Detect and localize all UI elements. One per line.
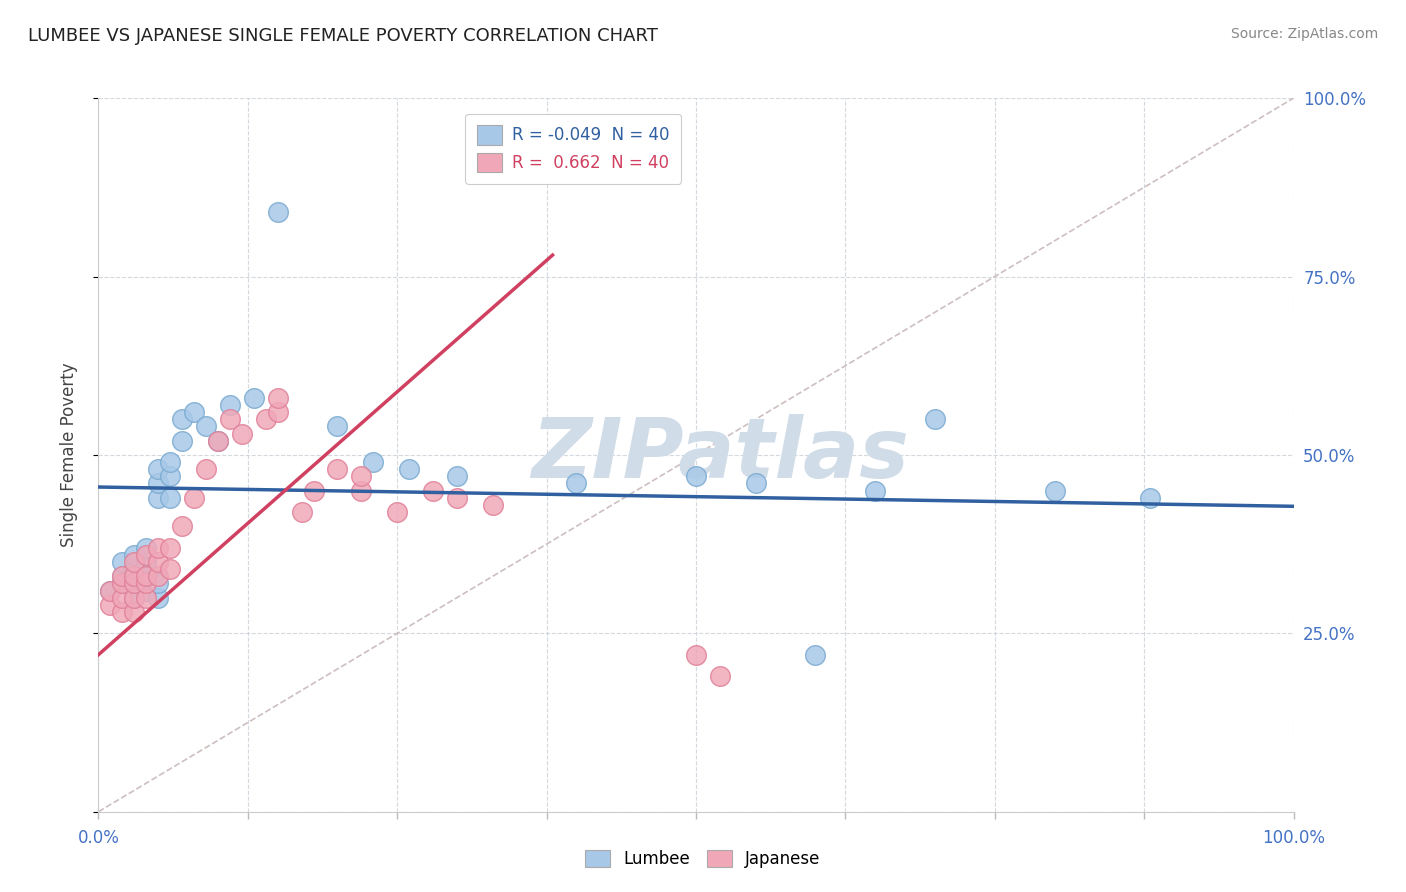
Point — [267, 205, 290, 219]
Point — [111, 569, 134, 583]
Point — [148, 576, 170, 591]
Point — [183, 405, 205, 419]
Point — [326, 419, 349, 434]
Point — [159, 491, 181, 505]
Point — [231, 426, 253, 441]
Point — [207, 434, 229, 448]
Point — [804, 648, 827, 662]
Point — [111, 605, 134, 619]
Point — [183, 491, 205, 505]
Point — [159, 469, 181, 483]
Point — [124, 576, 146, 591]
Legend: R = -0.049  N = 40, R =  0.662  N = 40: R = -0.049 N = 40, R = 0.662 N = 40 — [465, 113, 681, 184]
Text: ZIPatlas: ZIPatlas — [531, 415, 908, 495]
Point — [159, 541, 181, 555]
Point — [254, 412, 277, 426]
Point — [148, 476, 170, 491]
Point — [98, 598, 122, 612]
Point — [135, 569, 157, 583]
Point — [685, 648, 707, 662]
Point — [685, 469, 707, 483]
Point — [565, 476, 588, 491]
Point — [207, 434, 229, 448]
Point — [1043, 483, 1066, 498]
Point — [98, 583, 122, 598]
Point — [148, 591, 170, 605]
Point — [398, 462, 420, 476]
Point — [446, 491, 468, 505]
Point — [124, 576, 146, 591]
Point — [924, 412, 946, 426]
Point — [111, 555, 134, 569]
Point — [135, 555, 157, 569]
Point — [219, 398, 242, 412]
Point — [135, 569, 157, 583]
Point — [291, 505, 314, 519]
Point — [267, 405, 290, 419]
Point — [194, 419, 218, 434]
Y-axis label: Single Female Poverty: Single Female Poverty — [59, 363, 77, 547]
Point — [326, 462, 349, 476]
Text: 0.0%: 0.0% — [77, 829, 120, 847]
Point — [111, 569, 134, 583]
Text: Source: ZipAtlas.com: Source: ZipAtlas.com — [1230, 27, 1378, 41]
Point — [385, 505, 409, 519]
Legend: Lumbee, Japanese: Lumbee, Japanese — [579, 843, 827, 875]
Point — [148, 462, 170, 476]
Point — [148, 491, 170, 505]
Point — [124, 605, 146, 619]
Point — [124, 591, 146, 605]
Point — [148, 569, 170, 583]
Point — [172, 412, 194, 426]
Point — [863, 483, 887, 498]
Point — [135, 591, 157, 605]
Point — [172, 434, 194, 448]
Point — [350, 469, 373, 483]
Point — [1139, 491, 1161, 505]
Point — [172, 519, 194, 533]
Point — [111, 576, 134, 591]
Point — [124, 591, 146, 605]
Point — [302, 483, 325, 498]
Point — [446, 469, 468, 483]
Point — [124, 555, 146, 569]
Point — [148, 555, 170, 569]
Text: LUMBEE VS JAPANESE SINGLE FEMALE POVERTY CORRELATION CHART: LUMBEE VS JAPANESE SINGLE FEMALE POVERTY… — [28, 27, 658, 45]
Point — [422, 483, 444, 498]
Point — [219, 412, 242, 426]
Point — [135, 548, 157, 562]
Point — [267, 391, 290, 405]
Point — [111, 591, 134, 605]
Point — [709, 669, 731, 683]
Point — [159, 455, 181, 469]
Point — [135, 583, 157, 598]
Point — [124, 562, 146, 576]
Point — [148, 541, 170, 555]
Point — [159, 562, 181, 576]
Point — [135, 541, 157, 555]
Point — [363, 455, 385, 469]
Point — [135, 576, 157, 591]
Point — [243, 391, 266, 405]
Point — [124, 548, 146, 562]
Point — [745, 476, 768, 491]
Point — [98, 583, 122, 598]
Point — [124, 569, 146, 583]
Text: 100.0%: 100.0% — [1263, 829, 1324, 847]
Point — [194, 462, 218, 476]
Point — [111, 576, 134, 591]
Point — [350, 483, 373, 498]
Point — [481, 498, 505, 512]
